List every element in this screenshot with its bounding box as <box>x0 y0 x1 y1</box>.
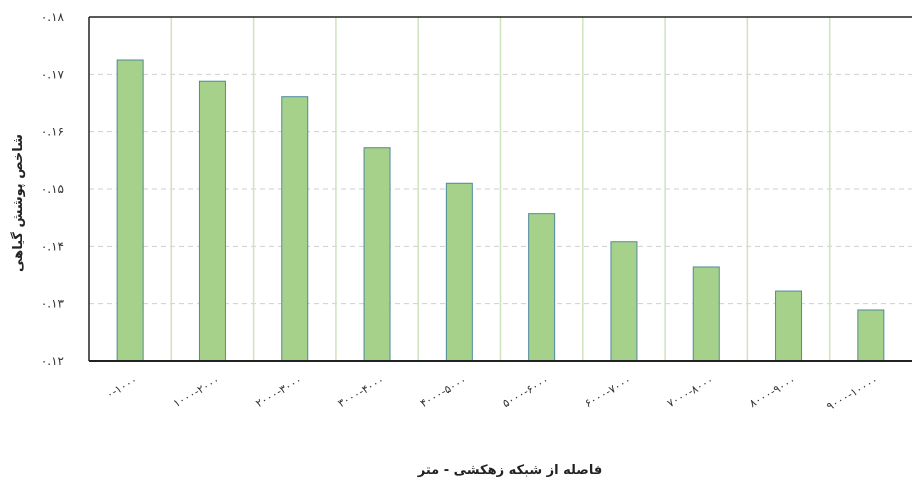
bar <box>116 59 144 362</box>
axes <box>88 16 912 362</box>
x-axis-title: فاصله از شبکه زهکشی - متر <box>417 463 603 478</box>
y-tick-label: ۰.۱۴ <box>41 239 64 253</box>
bar <box>857 309 885 362</box>
x-tick-label: ۲۰۰۰-۳۰۰۰ <box>253 373 304 410</box>
x-tick-label: ۸۰۰۰-۹۰۰۰ <box>747 373 798 410</box>
bar <box>281 96 309 362</box>
x-tick-label: ۹۰۰۰-۱۰۰۰۰ <box>824 373 880 413</box>
x-tick-label: ۷۰۰۰-۸۰۰۰ <box>665 373 716 410</box>
bars <box>116 59 885 362</box>
x-tick-label: ۴۰۰۰-۵۰۰۰ <box>418 373 469 410</box>
x-tick-label: ۵۰۰۰-۶۰۰۰ <box>500 373 551 410</box>
grid-lines <box>89 17 912 361</box>
y-tick-labels: ۰.۱۲ ۰.۱۳ ۰.۱۴ ۰.۱۵ ۰.۱۶ ۰.۱۷ ۰.۱۸ <box>41 10 65 368</box>
x-tick-label: ۳۰۰۰-۴۰۰۰ <box>336 373 387 410</box>
bar <box>775 290 803 362</box>
bar <box>198 80 226 362</box>
bar <box>692 266 720 362</box>
bar <box>528 213 556 362</box>
x-tick-label: ۶۰۰۰-۷۰۰۰ <box>583 373 634 410</box>
y-tick-label: ۰.۱۵ <box>41 182 64 196</box>
x-tick-label: ۱۰۰۰-۲۰۰۰ <box>171 373 222 410</box>
y-tick-label: ۰.۱۶ <box>41 125 64 139</box>
y-tick-label: ۰.۱۷ <box>41 67 65 81</box>
y-tick-label: ۰.۱۳ <box>41 297 65 311</box>
y-tick-label: ۰.۱۲ <box>41 354 64 368</box>
bar <box>363 147 391 362</box>
bar <box>445 182 473 362</box>
bar <box>610 241 638 362</box>
x-tick-labels: ۰-۱۰۰۰ ۱۰۰۰-۲۰۰۰ ۲۰۰۰-۳۰۰۰ ۳۰۰۰-۴۰۰۰ ۴۰۰۰-۵۰… <box>104 373 880 413</box>
y-tick-label: ۰.۱۸ <box>41 10 65 24</box>
x-tick-label: ۰-۱۰۰۰ <box>104 373 140 401</box>
y-axis-title: شاخص پوشش گیاهی <box>10 134 26 272</box>
